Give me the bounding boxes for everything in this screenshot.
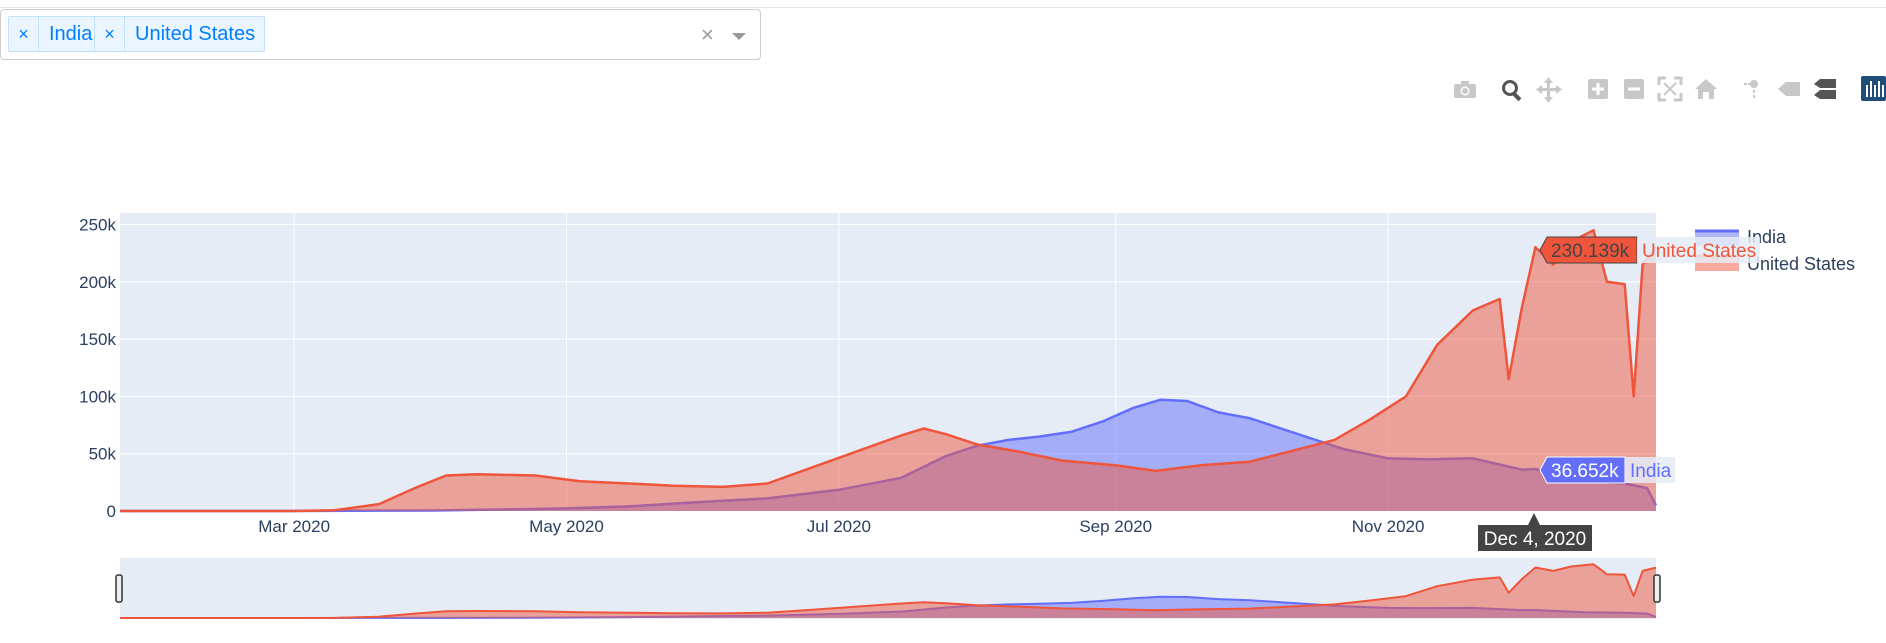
legend-label-united-states: United States [1747, 254, 1855, 274]
line-united_states [120, 563, 1657, 619]
hover-us-value: 230.139k [1551, 241, 1630, 262]
y-tick-label: 0 [107, 502, 116, 521]
plotly-logo-icon[interactable] [1861, 76, 1886, 101]
zoom-out-icon[interactable] [1624, 79, 1644, 99]
x-tick-label: May 2020 [529, 517, 604, 536]
camera-icon[interactable] [1454, 81, 1476, 98]
hover-label-united-states: 230.139k United States [1539, 236, 1760, 264]
line-united_states [120, 228, 1657, 513]
y-tick-label: 250k [79, 215, 116, 234]
top-divider [0, 7, 1886, 8]
y-tick-label: 50k [89, 445, 117, 464]
hover-india-value: 36.652k [1551, 461, 1619, 482]
y-tick-label: 200k [79, 273, 116, 292]
x-tick-label: Mar 2020 [258, 517, 330, 536]
y-tick-label: 150k [79, 330, 116, 349]
zoom-icon[interactable] [1502, 80, 1522, 102]
x-tick-label: Jul 2020 [807, 517, 871, 536]
series-areas [120, 228, 1658, 513]
selected-tag-india: × India [8, 16, 103, 52]
zoom-in-icon[interactable] [1588, 79, 1608, 99]
pan-icon[interactable] [1536, 77, 1562, 103]
modebar [1454, 76, 1886, 103]
x-tick-label: Sep 2020 [1079, 517, 1152, 536]
range-slider-left-handle[interactable] [115, 574, 123, 603]
hover-date-label: Dec 4, 2020 [1478, 513, 1592, 551]
remove-united-states-icon[interactable]: × [95, 17, 125, 51]
hover-us-name: United States [1642, 241, 1756, 262]
clear-all-icon[interactable]: × [701, 22, 714, 47]
spike-lines-icon[interactable] [1744, 80, 1758, 98]
hover-label-india: 36.652k India [1539, 456, 1675, 484]
reset-axes-icon[interactable] [1695, 79, 1717, 99]
area-united_states [120, 564, 1656, 618]
range-slider-series [120, 563, 1657, 619]
tag-label-india: India [49, 22, 93, 45]
hover-closest-icon[interactable] [1778, 82, 1800, 96]
y-tick-label: 100k [79, 387, 116, 406]
x-tick-label: Nov 2020 [1352, 517, 1425, 536]
remove-india-icon[interactable]: × [9, 17, 39, 51]
area-united_states [120, 230, 1656, 511]
country-multi-select[interactable]: × India × United States × [0, 9, 761, 60]
y-axis-ticks: 0 50k 100k 150k 200k 250k [79, 215, 116, 521]
dropdown-arrow-icon[interactable] [732, 33, 746, 40]
range-slider-right-handle[interactable] [1653, 574, 1661, 603]
autoscale-icon[interactable] [1657, 76, 1683, 102]
tag-label-united-states: United States [135, 22, 256, 45]
hover-date-text: Dec 4, 2020 [1484, 529, 1586, 550]
x-axis-ticks: Mar 2020 May 2020 Jul 2020 Sep 2020 Nov 2020 [258, 517, 1424, 536]
hover-compare-icon[interactable] [1814, 79, 1836, 99]
selected-tag-united-states: × United States [94, 16, 266, 52]
hover-india-name: India [1630, 461, 1672, 482]
